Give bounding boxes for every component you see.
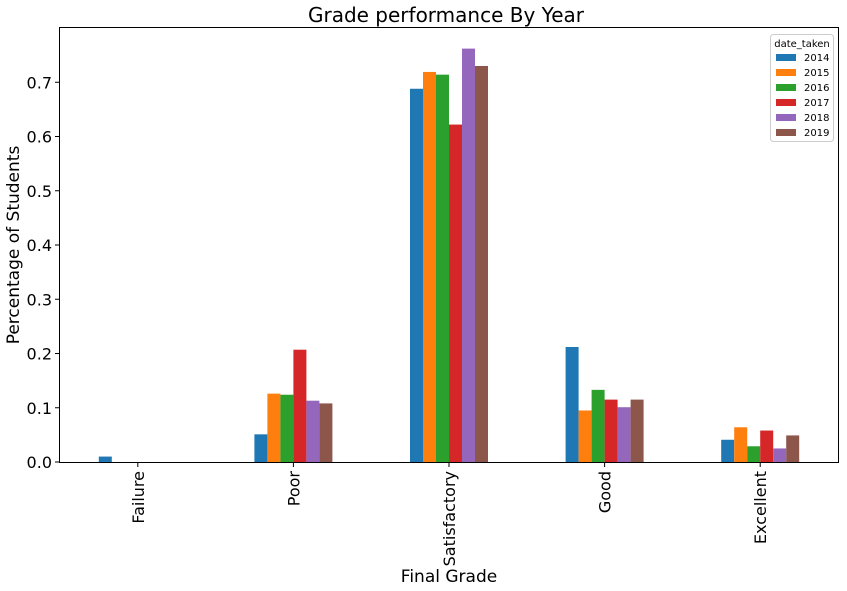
legend-swatch-2014: [776, 54, 796, 61]
bar-satisfactory-2014: [410, 88, 423, 462]
bar-good-2018: [617, 407, 631, 462]
y-axis: 0.0 0.1 0.2 0.3 0.4 0.5 0.6 0.7: [27, 73, 60, 472]
y-tick-label: 0.2: [27, 345, 52, 364]
x-axis: Failure Poor Satisfactory Good Excellent: [129, 462, 770, 566]
y-tick-label: 0.4: [27, 236, 52, 255]
legend-swatch-2019: [776, 129, 796, 136]
bar-good-2015: [578, 410, 592, 462]
bar-good-2019: [630, 399, 644, 462]
bar-excellent-2016: [747, 446, 761, 462]
bar-excellent-2017: [760, 430, 774, 462]
legend-swatch-2015: [776, 69, 796, 76]
y-tick-label: 0.5: [27, 182, 52, 201]
y-axis-title: Percentage of Students: [4, 146, 24, 345]
y-tick-label: 0.6: [27, 128, 52, 147]
legend-title: date_taken: [774, 39, 830, 50]
plot-frame: [59, 27, 839, 463]
bar-poor-2017: [293, 349, 307, 462]
x-tick-label-satisfactory: Satisfactory: [440, 471, 459, 566]
bar-satisfactory-2019: [475, 65, 488, 462]
legend-label-2015: 2015: [804, 68, 829, 79]
bars-group: [98, 48, 800, 463]
y-tick-label: 0.3: [27, 290, 52, 309]
legend: date_taken 2014 2015 2016 2017 2018 2019: [770, 34, 834, 142]
bar-excellent-2018: [773, 448, 787, 462]
bar-excellent-2019: [786, 435, 800, 462]
bar-poor-2014: [254, 434, 268, 462]
bar-poor-2018: [306, 400, 320, 462]
bar-excellent-2014: [721, 439, 735, 462]
legend-swatch-2017: [776, 99, 796, 106]
bar-satisfactory-2017: [449, 124, 462, 462]
bar-poor-2019: [319, 403, 333, 462]
bar-satisfactory-2015: [423, 71, 436, 462]
legend-swatch-2016: [776, 84, 796, 91]
legend-label-2016: 2016: [804, 83, 829, 94]
x-tick-label-excellent: Excellent: [751, 471, 770, 544]
legend-label-2017: 2017: [804, 98, 829, 109]
bar-poor-2016: [280, 394, 294, 462]
y-tick-label: 0.7: [27, 73, 52, 92]
y-tick-label: 0.1: [27, 399, 52, 418]
bar-good-2014: [565, 346, 579, 462]
bar-satisfactory-2016: [436, 74, 449, 462]
x-tick-label-failure: Failure: [129, 471, 148, 524]
bar-excellent-2015: [734, 427, 748, 462]
legend-swatch-2018: [776, 114, 796, 121]
chart-title: Grade performance By Year: [308, 3, 585, 27]
x-axis-title: Final Grade: [401, 567, 497, 587]
x-tick-label-good: Good: [596, 471, 615, 513]
x-tick-label-poor: Poor: [284, 471, 303, 507]
legend-label-2018: 2018: [804, 113, 829, 124]
legend-label-2014: 2014: [804, 53, 829, 64]
bar-poor-2015: [267, 393, 281, 462]
y-tick-label: 0.0: [27, 453, 52, 472]
bar-failure-2014: [98, 456, 112, 462]
legend-label-2019: 2019: [804, 128, 829, 139]
bar-good-2017: [604, 399, 618, 462]
bar-satisfactory-2018: [462, 48, 475, 463]
bar-good-2016: [591, 389, 605, 462]
